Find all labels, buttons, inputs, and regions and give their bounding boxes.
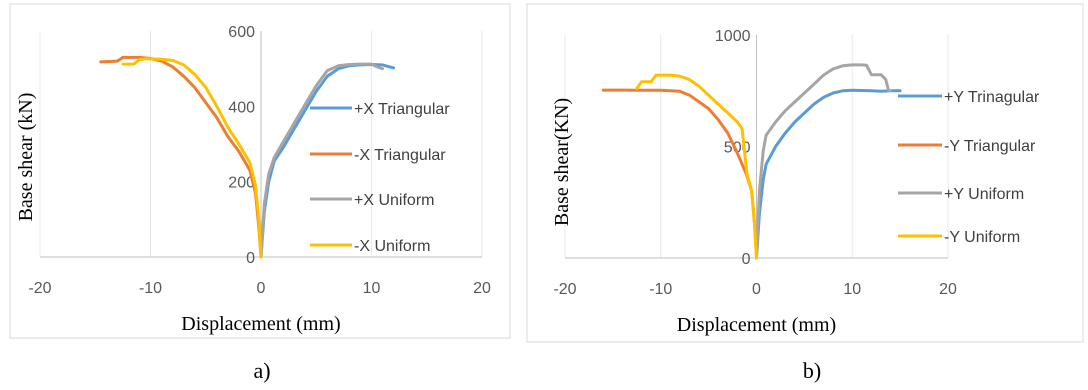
y-tick-label: 0 — [742, 251, 751, 268]
series-line — [121, 57, 263, 259]
legend-label: -Y Triangular — [944, 138, 1036, 155]
y-tick-label: 0 — [246, 250, 255, 267]
x-tick-label: 10 — [363, 280, 381, 297]
legend-label: -X Uniform — [354, 238, 430, 255]
x-tick-label: 0 — [752, 281, 761, 298]
panel-caption: b) — [803, 358, 821, 383]
legend-label: -Y Uniform — [944, 229, 1020, 246]
legend-label: +X Triangular — [354, 101, 450, 118]
y-tick-label: 400 — [228, 99, 255, 116]
series-line — [99, 55, 263, 259]
x-tick-label: 10 — [843, 281, 861, 298]
series-line — [755, 63, 892, 260]
legend-label: -X Triangular — [354, 147, 446, 164]
legend-label: +Y Uniform — [944, 186, 1024, 203]
series-line — [259, 62, 385, 259]
x-tick-label: -20 — [28, 280, 51, 297]
x-tick-label: 20 — [473, 280, 491, 297]
y-axis-title: Base shear(KN) — [551, 98, 573, 226]
legend-label: +X Uniform — [354, 192, 434, 209]
x-axis-title: Displacement (mm) — [677, 314, 836, 336]
x-tick-label: 20 — [939, 281, 957, 298]
legend-label: +Y Trinagular — [944, 89, 1040, 106]
y-axis-title: Base shear (kN) — [15, 93, 37, 222]
y-tick-label: 200 — [228, 175, 255, 192]
x-tick-label: -10 — [139, 280, 162, 297]
x-tick-label: -20 — [553, 281, 576, 298]
y-tick-label: 600 — [228, 24, 255, 41]
chart-border — [526, 3, 1084, 343]
x-axis-title: Displacement (mm) — [181, 313, 340, 335]
chart-border — [9, 3, 511, 339]
series-line — [635, 73, 758, 260]
series-line — [755, 88, 902, 260]
x-tick-label: -10 — [649, 281, 672, 298]
y-tick-label: 1000 — [715, 28, 751, 45]
panel-caption: a) — [253, 358, 270, 383]
x-tick-label: 0 — [257, 280, 266, 297]
